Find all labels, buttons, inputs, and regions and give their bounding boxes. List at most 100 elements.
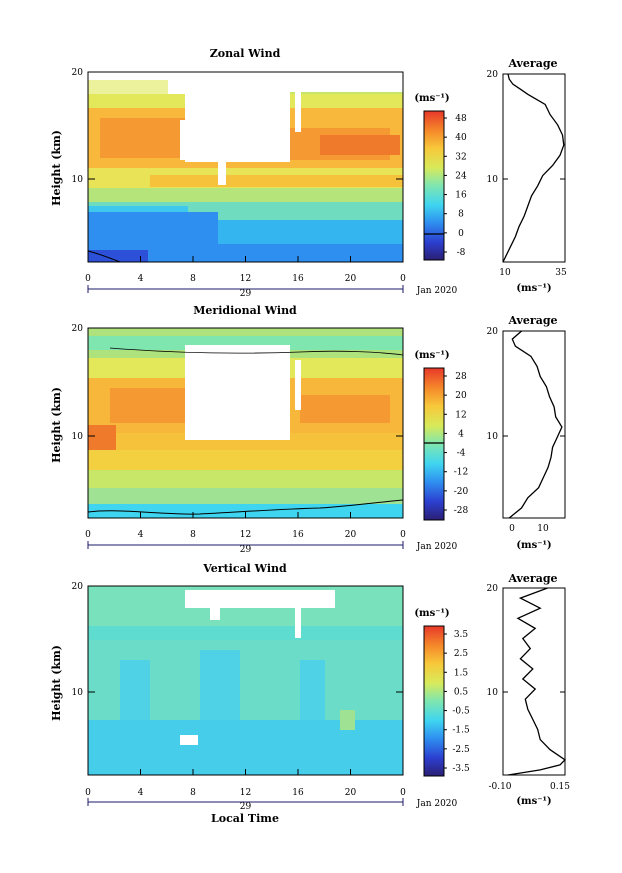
zonal-wind-panel: Zonal Wind Height (km) [50,47,567,299]
zonal-colorbar: (ms⁻¹) 48 40 32 24 16 8 0 -8 [414,93,467,261]
colorbar-tick-label: 0.5 [454,687,469,697]
meridional-average-profile: Average 20 10 0 10 (ms⁻¹) [487,314,566,551]
zonal-ytick-10: 10 [72,175,84,185]
vertical-date-label: Jan 2020 [416,799,458,809]
meridional-avg-title: Average [507,314,557,327]
colorbar-tick-label: -8 [457,248,466,258]
meridional-xtick-4: 4 [138,530,144,540]
meridional-y-axis: 20 10 [72,324,403,442]
zonal-avg-xlabel: (ms⁻¹) [516,283,551,294]
colorbar-tick-label: 20 [455,391,467,401]
vertical-xtick-20: 20 [345,788,357,798]
meridional-day-label: 29 [240,545,252,555]
vertical-wind-panel: Vertical Wind Height (km) 20 10 [50,562,570,825]
zonal-title: Zonal Wind [210,47,281,60]
colorbar-tick-label: 24 [455,171,467,181]
vertical-y-axis: 20 10 [72,582,403,698]
vertical-avg-xtick-0: -0.10 [488,782,511,792]
vertical-x-axis: 0 4 8 12 16 20 0 29 Jan 2020 Local Time [85,769,458,825]
zonal-xtick-20: 20 [345,274,357,284]
vertical-xtick-0: 0 [85,788,91,798]
zonal-x-axis: 0 4 8 12 16 20 0 29 Jan 2020 [85,256,458,299]
colorbar-tick-label: -20 [454,487,469,497]
colorbar-tick-label: -1.5 [452,726,470,736]
zonal-avg-title: Average [507,57,557,70]
zonal-xtick-16: 16 [292,274,304,284]
meridional-xtick-24: 0 [400,530,406,540]
average-profile-line [507,587,567,776]
vertical-xtick-4: 4 [138,788,144,798]
meridional-xtick-16: 16 [292,530,304,540]
zonal-xtick-0: 0 [85,274,91,284]
vertical-avg-ytick-20: 20 [487,584,499,594]
zonal-xtick-4: 4 [138,274,144,284]
colorbar-tick-label: 48 [455,114,467,124]
meridional-xtick-8: 8 [190,530,196,540]
zonal-avg-ytick-20: 20 [487,70,499,80]
vertical-xtick-8: 8 [190,788,196,798]
meridional-avg-ytick-20: 20 [487,327,499,337]
colorbar-tick-label: 8 [458,210,464,220]
colorbar-tick-label: -12 [454,468,469,478]
zonal-ytick-20: 20 [72,68,84,78]
vertical-xtick-12: 12 [240,788,251,798]
meridional-wind-panel: Meridional Wind Height (km) [50,304,566,555]
zonal-day-label: 29 [240,289,252,299]
zonal-xtick-12: 12 [240,274,251,284]
zonal-heatmap [87,72,403,263]
vertical-ylabel: Height (km) [50,645,63,721]
average-profile-line [508,330,563,519]
vertical-heatmap [88,586,403,775]
meridional-avg-xtick-0: 0 [509,524,515,534]
zonal-date-label: Jan 2020 [416,286,458,296]
colorbar-tick-label: 3.5 [454,630,469,640]
colorbar-tick-label: -28 [454,506,469,516]
colorbar-tick-label: 32 [455,152,466,162]
x-axis-label: Local Time [211,812,279,825]
vertical-day-label: 29 [240,802,252,812]
colorbar-tick-label: 40 [455,133,467,143]
colorbar-tick-label: 1.5 [454,668,469,678]
meridional-avg-ytick-10: 10 [487,432,499,442]
colorbar-tick-label: -3.5 [452,764,470,774]
meridional-title: Meridional Wind [193,304,297,317]
colorbar-tick-label: -2.5 [452,745,470,755]
colorbar-tick-label: 28 [455,372,467,382]
average-profile-line [502,73,565,263]
vertical-title: Vertical Wind [202,562,287,575]
zonal-colorbar-units: (ms⁻¹) [414,93,449,104]
zonal-avg-ytick-10: 10 [487,175,499,185]
meridional-ytick-20: 20 [72,324,84,334]
colorbar-tick-label: 16 [455,191,467,201]
meridional-ytick-10: 10 [72,432,84,442]
vertical-avg-title: Average [507,572,557,585]
vertical-ytick-10: 10 [72,688,84,698]
meridional-xtick-20: 20 [345,530,357,540]
vertical-average-profile: Average 20 10 -0.10 0.15 (ms⁻¹) [487,572,571,807]
meridional-avg-xtick-1: 10 [537,524,549,534]
vertical-xtick-16: 16 [292,788,304,798]
meridional-x-axis: 0 4 8 12 16 20 0 29 Jan 2020 [85,512,458,555]
vertical-colorbar-units: (ms⁻¹) [414,608,449,619]
zonal-y-axis: 20 10 [72,68,403,185]
zonal-ylabel: Height (km) [50,130,63,206]
meridional-ylabel: Height (km) [50,387,63,463]
colorbar-tick-label: 2.5 [454,649,469,659]
zonal-avg-xtick-0: 10 [499,268,511,278]
vertical-avg-xlabel: (ms⁻¹) [516,796,551,807]
meridional-colorbar: (ms⁻¹) 28 20 12 4 -4 -12 -20 -28 [414,350,469,521]
zonal-xtick-24: 0 [400,274,406,284]
meridional-xtick-0: 0 [85,530,91,540]
meridional-xtick-12: 12 [240,530,251,540]
colorbar-tick-label: 0 [458,229,464,239]
meridional-date-label: Jan 2020 [416,542,458,552]
vertical-colorbar: (ms⁻¹) 3.5 2.5 1.5 0.5 -0.5 -1.5 -2.5 -3.5 [414,608,470,777]
vertical-avg-ytick-10: 10 [487,688,499,698]
colorbar-tick-label: -0.5 [452,707,470,717]
vertical-xtick-24: 0 [400,788,406,798]
vertical-avg-xtick-1: 0.15 [550,782,570,792]
meridional-colorbar-units: (ms⁻¹) [414,350,449,361]
zonal-xtick-8: 8 [190,274,196,284]
meridional-heatmap [87,328,404,518]
zonal-average-profile: Average 20 10 10 35 (ms⁻¹) [487,57,567,294]
